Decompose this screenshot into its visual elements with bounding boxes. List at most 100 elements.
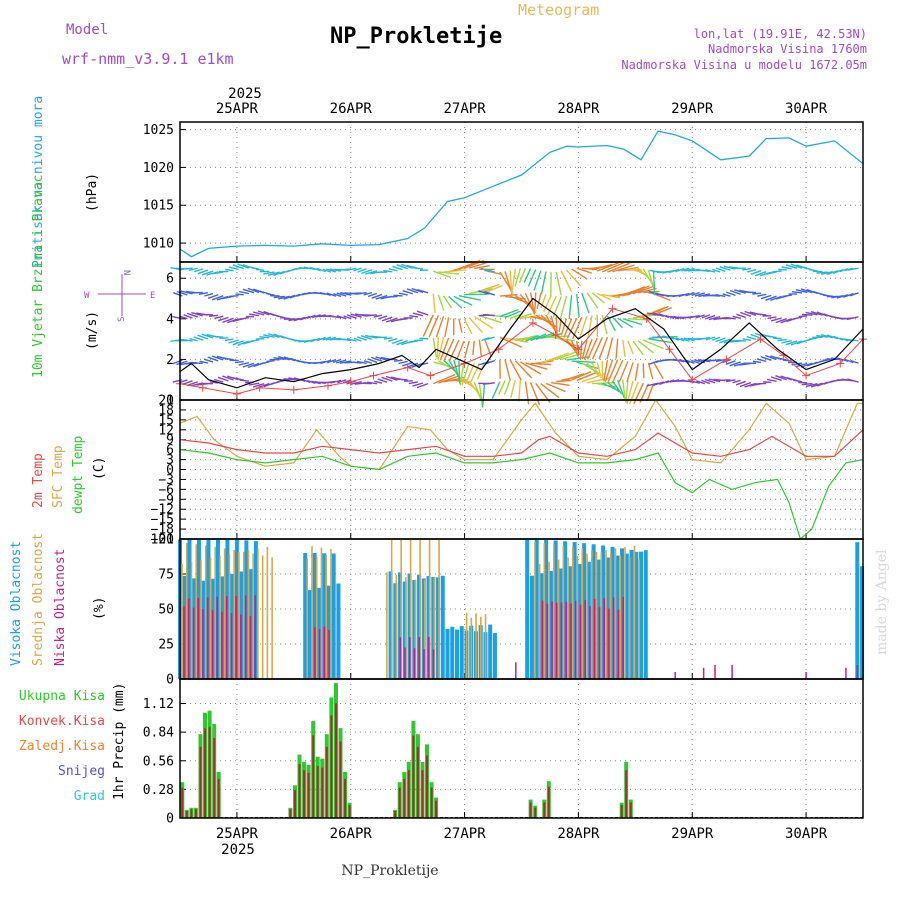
wind-vector [278, 295, 291, 300]
precip-bar-conv [185, 811, 188, 818]
wind-vector [476, 362, 486, 380]
wind-vector [653, 293, 671, 302]
model-elevation-text: Nadmorska Visina u modelu 1672.05m [621, 58, 867, 72]
legend-frozen-rain: Zaledj.Kisa [19, 739, 105, 754]
wind-vector [381, 376, 393, 382]
wind-vector [652, 361, 664, 380]
precip-bar-conv [339, 741, 342, 818]
wind-vector [708, 294, 721, 297]
wind-vector [176, 360, 188, 366]
wind-vector [266, 292, 275, 296]
wind-vector [483, 338, 492, 358]
wind-vector [785, 340, 798, 346]
wind-vector [529, 382, 541, 405]
wind-vector [211, 295, 224, 301]
wind-vector [436, 337, 440, 360]
temperature-panel: 2m Temp SFC Temp dewpt Temp (C) 21181512… [31, 394, 864, 548]
wind-vector [668, 336, 680, 341]
wind-vector [712, 268, 721, 273]
wind-vector [586, 362, 600, 377]
wind-vector [719, 338, 731, 344]
wind-vector [576, 371, 599, 382]
wind-vector [555, 316, 558, 334]
wind-vector [643, 339, 664, 350]
wind-vector [239, 317, 249, 320]
cloud-mid-ylabel: Srednja Oblacnost [31, 533, 46, 666]
wind-vector [197, 269, 209, 275]
wind-vector [316, 336, 326, 342]
wind-vector [729, 361, 741, 367]
wind-vector [443, 269, 467, 273]
wind-vector [540, 332, 563, 339]
wind-vector [217, 376, 229, 382]
wind-vector [340, 338, 352, 342]
y-tick-label: 1010 [143, 237, 174, 252]
wind-vector [561, 352, 584, 361]
wind-vector [438, 360, 452, 369]
wind-vector [503, 379, 511, 395]
wind-vector [742, 267, 751, 271]
precip-bar-conv [303, 770, 306, 818]
wind-vector [482, 382, 495, 385]
wind-vector [571, 371, 592, 381]
bottom-day-label: 30APR [785, 826, 828, 842]
wind-vector [464, 340, 470, 359]
wind-vector [596, 292, 612, 301]
wind-vector [752, 360, 762, 364]
wind-vector [192, 361, 203, 365]
wind-vector [735, 380, 746, 386]
wind-vector [197, 334, 209, 340]
wind-vector [453, 359, 461, 381]
precip-bar-conv [543, 802, 546, 818]
wind-vector [696, 380, 705, 385]
wind-vector [398, 292, 408, 296]
wind-vector [259, 336, 270, 339]
y-tick-label: 75 [158, 568, 174, 583]
wind-vector [756, 382, 767, 385]
top-day-labels: 25APR 26APR 27APR 28APR 29APR 30APR [216, 101, 828, 117]
y-tick-label: 50 [158, 603, 174, 618]
wind-vector [326, 292, 337, 297]
wind-vector [198, 292, 209, 295]
wind-vector [675, 337, 685, 342]
wind-vector [625, 379, 629, 403]
wind-vector [235, 293, 244, 296]
wind-vector [603, 359, 609, 382]
wind-vector [316, 267, 326, 273]
precip-bar-conv [208, 726, 211, 818]
wind-vector [332, 358, 342, 364]
wind-vector [499, 293, 518, 297]
wind-vector [234, 360, 244, 364]
wind-vector [520, 334, 538, 342]
dewpt-ylabel: dewpt Temp [71, 436, 86, 514]
wind-vector [725, 360, 736, 365]
precip-yticks: 0 0.28 0.56 0.84 1.12 [143, 697, 186, 827]
wind-vector [791, 291, 803, 294]
wind-vector [173, 292, 183, 297]
wind-vector [385, 375, 398, 381]
wind-vector [591, 292, 605, 304]
wind-vector [479, 283, 500, 294]
wind-vector [691, 291, 700, 297]
wind-vector [708, 378, 721, 383]
bottom-day-label: 27APR [444, 826, 487, 842]
wind-vector [708, 315, 721, 321]
wind-vector [742, 338, 752, 342]
wind-vector [536, 293, 542, 310]
wind-vector [432, 337, 437, 358]
precip-bar-conv [330, 715, 333, 818]
wind-vector [253, 311, 265, 316]
wind-vector [438, 271, 460, 275]
wind-vector [736, 313, 746, 319]
wind-vector [381, 316, 393, 322]
wind-vector [432, 293, 436, 313]
wind-vector [228, 266, 239, 271]
wind-vector [775, 375, 787, 381]
wind-vector [530, 333, 547, 342]
wind-vector [734, 289, 746, 294]
wind-vector [782, 294, 792, 298]
wind-vector [484, 290, 495, 296]
bottom-year-label: 2025 [221, 842, 255, 858]
footer-title: NP_Prokletije [341, 863, 438, 879]
